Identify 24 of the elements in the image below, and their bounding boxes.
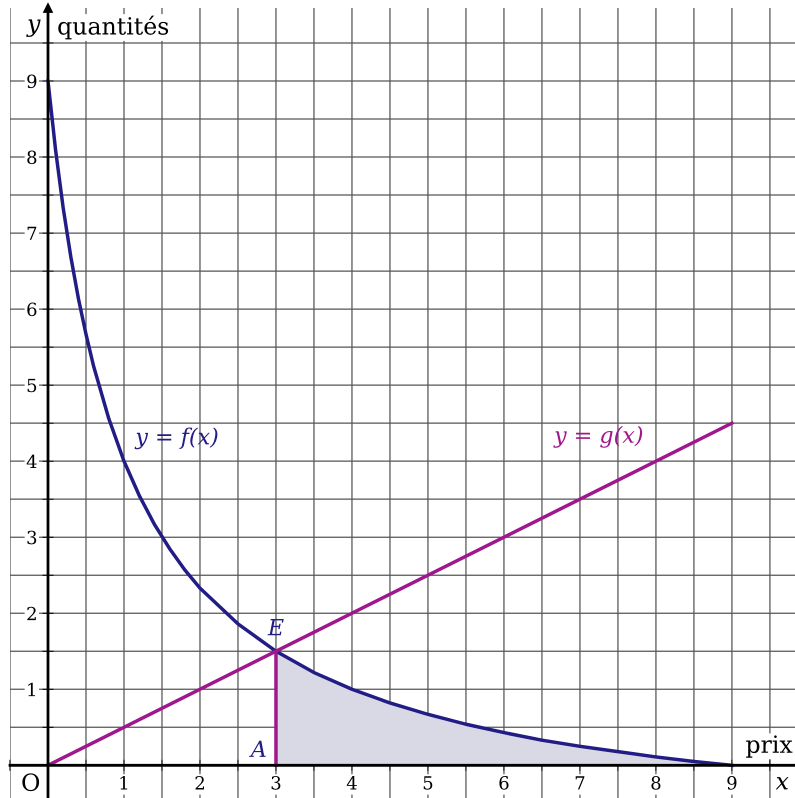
annotation: prix: [746, 735, 792, 758]
x-tick-label: 8: [651, 776, 660, 790]
annotation: O: [22, 773, 40, 792]
y-tick-label: 2: [27, 606, 36, 620]
x-axis-title: x: [776, 777, 789, 790]
y-axis-title: y: [26, 19, 41, 37]
x-tick-label: 4: [346, 776, 357, 790]
annotation: A: [249, 740, 266, 757]
x-tick-label: 5: [424, 776, 432, 790]
x-tick-label: 3: [272, 776, 280, 790]
y-tick-label: 4: [26, 454, 37, 468]
y-tick-label: 1: [28, 682, 36, 696]
x-tick-label: 1: [120, 776, 128, 790]
y-tick-label: 8: [27, 150, 36, 164]
annotation: quantités: [58, 16, 168, 40]
y-tick-label: 9: [27, 74, 36, 88]
x-tick-label: 9: [727, 776, 736, 790]
x-tick-label: 6: [499, 776, 509, 790]
y-tick-label: 6: [27, 302, 36, 316]
x-tick-label: 7: [576, 776, 584, 790]
y-tick-label: 5: [28, 378, 36, 392]
y-tick-label: 3: [27, 530, 36, 544]
y-tick-label: 7: [28, 226, 36, 240]
x-tick-label: 2: [195, 776, 204, 790]
